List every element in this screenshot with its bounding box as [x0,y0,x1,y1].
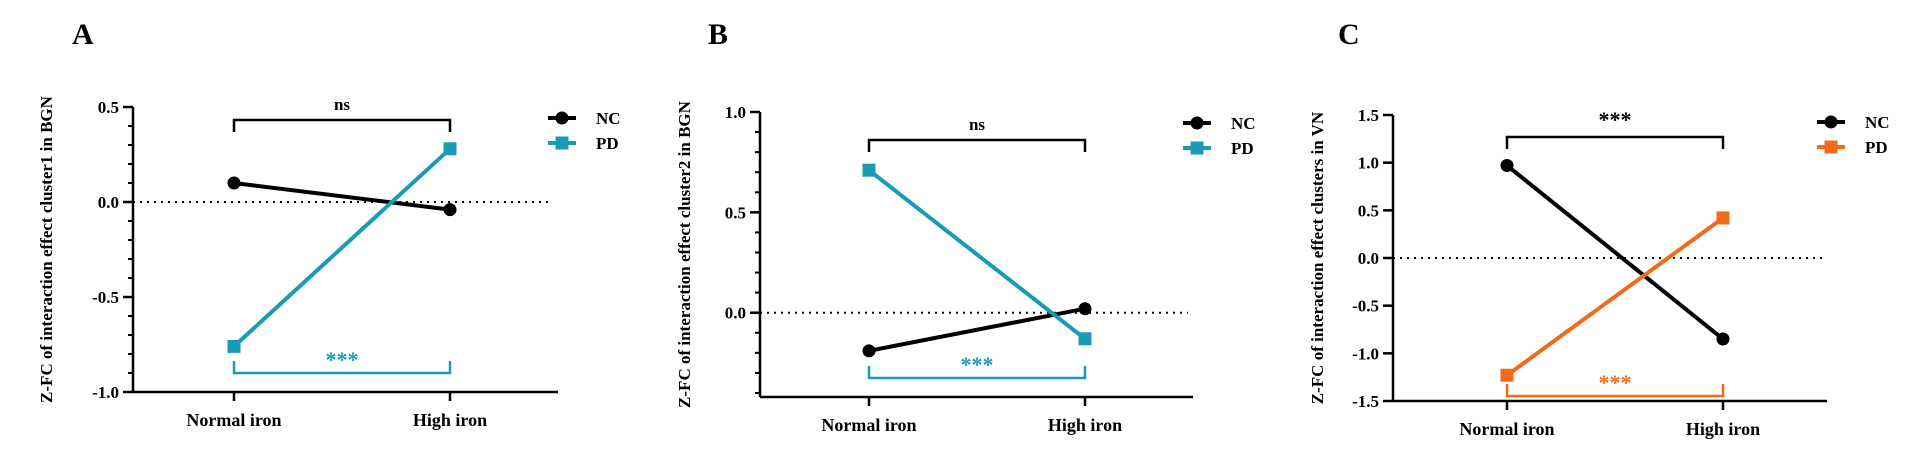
data-point-nc [862,344,876,358]
data-point-pd [1716,211,1730,225]
series-line-pd [232,147,452,348]
y-tick-label: -1.0 [1352,344,1379,363]
y-tick-label: -0.5 [1352,297,1379,316]
data-point-pd [443,142,457,156]
legend-marker [555,136,569,150]
data-point-nc [1500,159,1514,173]
x-tick-label: High iron [1048,415,1122,435]
significance-bracket [1505,135,1725,149]
y-tick-label: 0.0 [1358,249,1379,268]
y-tick-label: -1.0 [92,383,119,402]
x-tick-label: High iron [413,410,487,430]
data-point-nc [227,176,241,190]
y-tick-label: -0.5 [92,288,119,307]
significance-label: *** [1599,370,1632,395]
panel-a: A Z-FC of interaction effect cluster1 in … [37,18,621,430]
panel-b: B Z-FC of interaction effect cluster2 in … [675,18,1256,435]
y-tick-label: 0.5 [1358,201,1379,220]
legend-label: NC [1231,114,1256,133]
series-line-nc [1505,163,1725,341]
significance-label: ns [969,115,985,134]
significance-bracket [867,366,1087,380]
y-tick-label: 0.5 [98,98,119,117]
significance-label: *** [961,352,994,377]
y-axis-label: Z-FC of interaction effect clusters in V… [1308,111,1327,404]
series-line-pd [867,168,1087,341]
data-point-pd [1500,368,1514,382]
panel-letter: C [1338,18,1360,51]
legend-marker [1190,116,1204,130]
y-tick-label: 1.0 [725,103,746,122]
data-point-nc [1716,332,1730,346]
legend-label: NC [596,109,621,128]
legend-marker [1824,115,1838,129]
significance-label: *** [1599,107,1632,132]
panel-c: C Z-FC of interaction effect clusters in … [1308,18,1890,439]
legend-label: NC [1865,113,1890,132]
y-tick-label: 0.0 [98,193,119,212]
x-tick-label: Normal iron [1459,419,1554,439]
series-line-pd [1505,216,1725,377]
y-tick-label: -1.5 [1352,392,1379,411]
data-point-pd [1078,332,1092,346]
legend-label: PD [1865,138,1888,157]
significance-label: ns [334,95,350,114]
x-tick-label: Normal iron [186,410,281,430]
significance-bracket [232,361,452,375]
y-axis-label: Z-FC of interaction effect cluster2 in B… [675,100,694,408]
legend-label: PD [596,134,619,153]
series-line-nc [868,306,1086,353]
legend-label: PD [1231,139,1254,158]
legend-marker [555,111,569,125]
panel-letter: A [72,18,94,51]
series-line-nc [233,181,451,212]
significance-bracket [232,118,452,132]
panel-letter: B [708,18,728,51]
data-point-nc [443,203,457,217]
data-point-pd [227,339,241,353]
y-axis-label: Z-FC of interaction effect cluster1 in B… [37,95,56,403]
y-tick-label: 1.5 [1358,106,1379,125]
significance-bracket [867,138,1087,152]
x-tick-label: Normal iron [821,415,916,435]
y-tick-label: 1.0 [1358,154,1379,173]
data-point-nc [1078,302,1092,316]
legend-marker [1824,140,1838,154]
legend-marker [1190,141,1204,155]
significance-bracket [1505,384,1725,398]
y-tick-label: 0.0 [725,304,746,323]
data-point-pd [862,163,876,177]
x-tick-label: High iron [1686,419,1760,439]
y-tick-label: 0.5 [725,203,746,222]
significance-label: *** [326,347,359,372]
